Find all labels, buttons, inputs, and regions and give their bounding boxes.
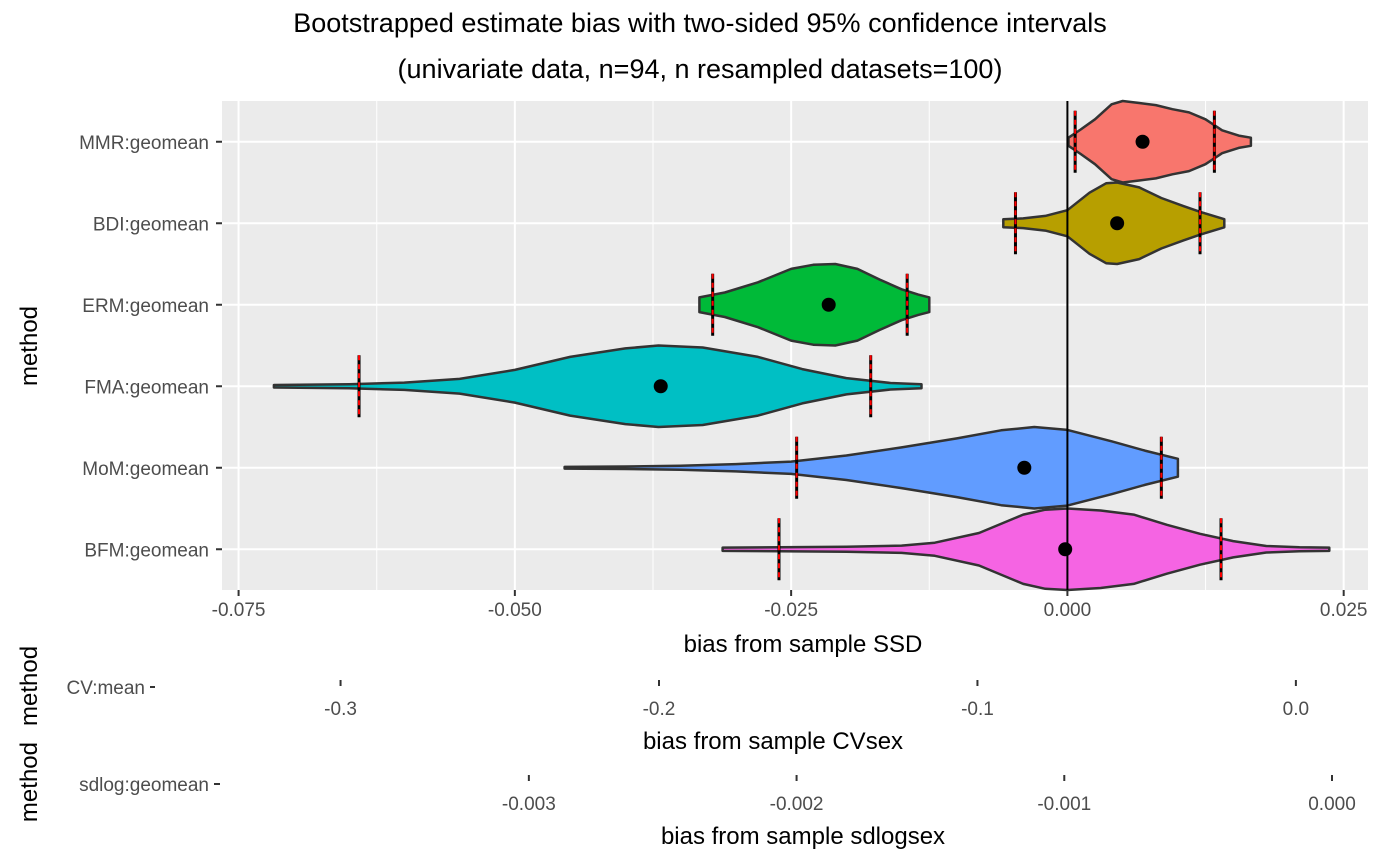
- sdlog-x-axis: -0.003 -0.002 -0.001 0.000: [502, 775, 1356, 815]
- x-tick-label: -0.1: [961, 699, 994, 720]
- sdlog-y-axis-title: method: [16, 742, 43, 822]
- cv-y-tick-label: CV:mean: [67, 678, 146, 699]
- sdlog-x-axis-title: bias from sample sdlogsex: [661, 823, 945, 850]
- x-tick-label: -0.002: [770, 794, 824, 815]
- x-tick-label: -0.3: [324, 699, 357, 720]
- main-x-axis-title: bias from sample SSD: [684, 631, 923, 658]
- point-estimate-BFM:geomean: [1058, 542, 1073, 557]
- point-estimate-ERM:geomean: [821, 297, 836, 312]
- chart-title-line1: Bootstrapped estimate bias with two-side…: [293, 8, 1106, 38]
- cv-y-axis-title: method: [16, 646, 43, 726]
- violin-MMR:geomean: [1067, 99, 1253, 184]
- cv-x-axis-title: bias from sample CVsex: [643, 728, 903, 755]
- violin-ERM:geomean: [698, 262, 931, 347]
- x-tick-label: -0.050: [488, 600, 542, 621]
- y-tick-label: MMR:geomean: [79, 133, 209, 154]
- y-tick-label: BDI:geomean: [93, 214, 209, 235]
- main-y-axis: BFM:geomean MoM:geomean FMA:geomean ERM:geo…: [79, 133, 222, 561]
- violin-FMA:geomean: [272, 344, 923, 429]
- x-tick-label: 0.0: [1283, 699, 1309, 720]
- main-y-axis-title: method: [16, 306, 43, 386]
- point-estimate-MoM:geomean: [1017, 460, 1032, 475]
- cv-x-axis: -0.3 -0.2 -0.1 0.0: [324, 680, 1309, 720]
- y-tick-label: MoM:geomean: [82, 459, 209, 480]
- x-tick-label: 0.000: [1308, 794, 1356, 815]
- x-tick-label: -0.025: [764, 600, 818, 621]
- x-tick-label: 0.000: [1044, 600, 1092, 621]
- y-tick-label: BFM:geomean: [84, 540, 209, 561]
- x-tick-label: -0.001: [1037, 794, 1091, 815]
- point-estimate-BDI:geomean: [1110, 216, 1125, 231]
- violin-BFM:geomean: [721, 507, 1331, 592]
- stacked-y-axis-titles: method method: [16, 646, 43, 822]
- main-x-axis: -0.075 -0.050 -0.025 0.000 0.025: [212, 590, 1368, 621]
- violin-MoM:geomean: [563, 425, 1180, 510]
- y-tick-label: FMA:geomean: [84, 377, 209, 398]
- main-panel-background: [222, 101, 1368, 590]
- sdlog-y-tick-label: sdlog:geomean: [79, 775, 209, 796]
- x-tick-label: -0.2: [643, 699, 676, 720]
- point-estimate-FMA:geomean: [653, 379, 668, 394]
- x-tick-label: 0.025: [1320, 600, 1368, 621]
- main-violins: [272, 99, 1331, 592]
- point-estimate-MMR:geomean: [1135, 134, 1150, 149]
- y-tick-label: ERM:geomean: [82, 296, 209, 317]
- chart-title-line2: (univariate data, n=94, n resampled data…: [398, 54, 1003, 84]
- x-tick-label: -0.075: [212, 600, 266, 621]
- x-tick-label: -0.003: [502, 794, 556, 815]
